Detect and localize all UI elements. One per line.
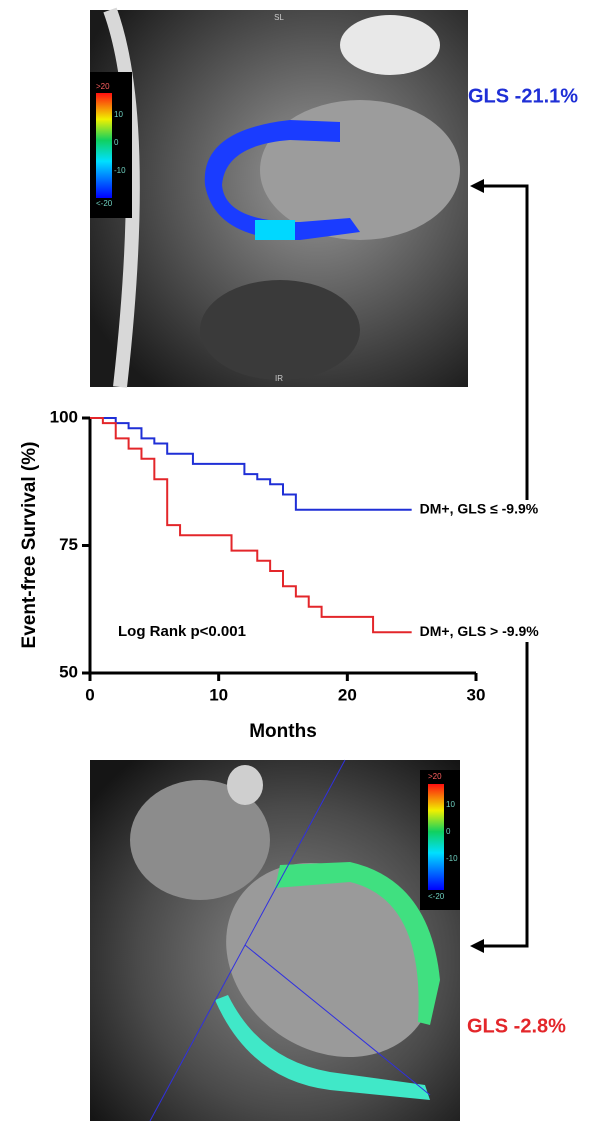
mri-structure bbox=[130, 780, 270, 900]
connector bbox=[480, 642, 529, 948]
colorbar-label: <-20 bbox=[428, 892, 445, 901]
mri-structure bbox=[227, 765, 263, 805]
colorbar-label: 0 bbox=[446, 827, 451, 836]
mri-structure bbox=[340, 15, 440, 75]
arrow-head bbox=[470, 179, 484, 193]
x-tick-label: 0 bbox=[85, 685, 94, 704]
annotation: Log Rank p<0.001 bbox=[118, 623, 246, 640]
colorbar-label: 10 bbox=[114, 110, 123, 119]
axis-line bbox=[149, 759, 346, 1121]
y-tick-label: 100 bbox=[50, 407, 78, 426]
strain-overlay bbox=[255, 220, 295, 240]
colorbar-label: <-20 bbox=[96, 199, 113, 208]
survival-line bbox=[90, 417, 412, 634]
y-tick-label: 50 bbox=[59, 662, 78, 681]
strain-overlay bbox=[215, 995, 430, 1100]
connectors bbox=[480, 184, 529, 948]
colorbar-label: 10 bbox=[446, 800, 455, 809]
km-chart: Months Event-free Survival (%) Log Rank … bbox=[19, 407, 539, 742]
colorbar-label: 0 bbox=[114, 138, 119, 147]
connector bbox=[480, 184, 529, 500]
x-tick-label: 30 bbox=[467, 685, 486, 704]
y-axis-title: Event-free Survival (%) bbox=[19, 442, 40, 649]
colorbar-label: >20 bbox=[96, 82, 110, 91]
colorbar bbox=[96, 93, 112, 198]
x-tick-label: 10 bbox=[209, 685, 228, 704]
y-tick-label: 75 bbox=[59, 535, 78, 554]
mri-structure bbox=[226, 862, 434, 1058]
strain-overlay bbox=[204, 120, 360, 240]
strain-overlay bbox=[275, 862, 440, 1025]
x-tick-label: 20 bbox=[338, 685, 357, 704]
colorbar-label: >20 bbox=[428, 772, 442, 781]
top-mri: >20 10 0 -10 <-20 SL IR bbox=[90, 7, 468, 388]
x-axis-title: Months bbox=[249, 721, 317, 742]
colorbar bbox=[428, 784, 444, 890]
legend-label: DM+, GLS ≤ -9.9% bbox=[420, 501, 539, 517]
colorbar-label: -10 bbox=[446, 854, 458, 863]
arrow-head bbox=[470, 939, 484, 953]
colorbar-label: -10 bbox=[114, 166, 126, 175]
mri-structure bbox=[200, 280, 360, 380]
orientation-label: SL bbox=[274, 13, 284, 22]
bottom-mri: >20 10 0 -10 <-20 bbox=[90, 759, 460, 1121]
orientation-label: IR bbox=[275, 374, 283, 383]
mri-structure bbox=[103, 7, 140, 388]
survival-line bbox=[90, 417, 412, 511]
gls-label: GLS -2.8% bbox=[467, 1015, 566, 1037]
legend-label: DM+, GLS > -9.9% bbox=[420, 623, 540, 639]
axis-line bbox=[244, 944, 431, 1096]
gls-label: GLS -21.1% bbox=[468, 85, 578, 107]
